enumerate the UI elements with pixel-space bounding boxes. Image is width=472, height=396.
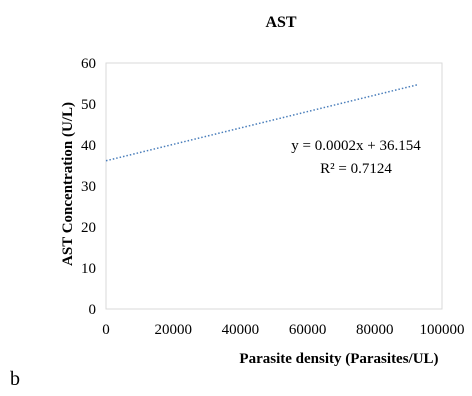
- chart-title: AST: [265, 14, 296, 31]
- y-tick-label: 10: [81, 261, 96, 277]
- x-axis-ticks: 0 20000 40000 60000 80000 100000: [102, 322, 464, 338]
- trendline: [105, 83, 419, 162]
- x-tick-label: 100000: [420, 322, 465, 338]
- x-tick-label: 60000: [289, 322, 327, 338]
- y-tick-label: 50: [81, 97, 96, 113]
- x-tick-label: 80000: [356, 322, 394, 338]
- y-tick-label: 60: [81, 56, 96, 72]
- x-tick-label: 0: [102, 322, 110, 338]
- y-tick-label: 20: [81, 220, 96, 236]
- y-tick-label: 30: [81, 179, 96, 195]
- y-axis-title: AST Concentration (U/L): [60, 102, 76, 266]
- y-tick-label: 0: [89, 302, 97, 318]
- y-tick-label: 40: [81, 138, 96, 154]
- trendline-r-squared-label: R² = 0.7124: [320, 161, 392, 177]
- x-tick-label: 40000: [222, 322, 260, 338]
- y-axis-ticks: 0 10 20 30 40 50 60: [81, 56, 96, 318]
- x-tick-label: 20000: [154, 322, 192, 338]
- panel-label: b: [10, 368, 20, 390]
- trendline-equation-label: y = 0.0002x + 36.154: [291, 138, 421, 154]
- plot-area-frame: [105, 62, 443, 310]
- x-axis-title: Parasite density (Parasites/UL): [239, 351, 438, 367]
